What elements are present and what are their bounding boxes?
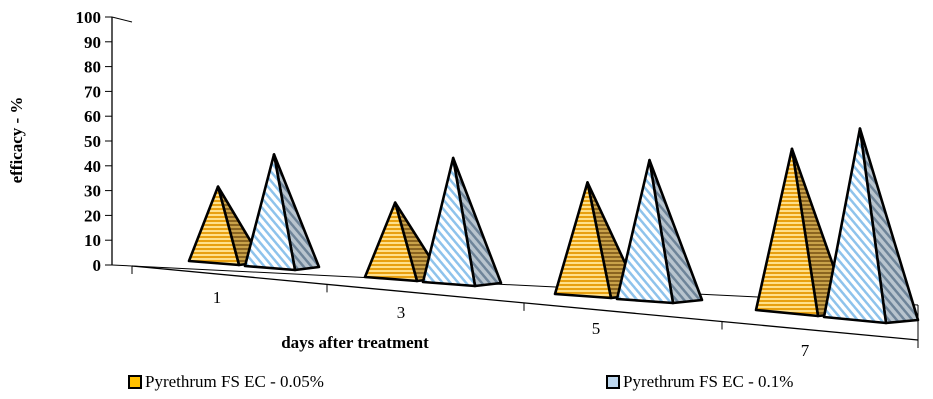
pyramid-front-face <box>187 185 241 267</box>
y-tick-label: 30 <box>84 182 101 201</box>
pyramid-front-face <box>421 156 477 288</box>
legend-item-series-1: Pyrethrum FS EC - 0.05% <box>128 372 324 392</box>
legend-swatch-orange <box>128 375 142 389</box>
pyramid-2-day-7 <box>822 127 920 325</box>
y-tick-label: 0 <box>93 256 102 275</box>
legend-item-series-2: Pyrethrum FS EC - 0.1% <box>606 372 793 392</box>
y-tick-label: 20 <box>84 206 101 225</box>
x-category-label: 1 <box>213 288 222 307</box>
y-axis-depth-line <box>111 16 133 23</box>
legend-swatch-blue <box>606 375 620 389</box>
x-ticks <box>131 266 919 348</box>
x-category-label: 5 <box>592 319 601 338</box>
y-tick-label: 50 <box>84 132 101 151</box>
y-axis <box>111 16 133 265</box>
y-tick-label: 100 <box>76 8 102 27</box>
legend-label-series-2: Pyrethrum FS EC - 0.1% <box>623 372 794 391</box>
pyramid-front-face <box>553 181 613 300</box>
pyramid-2-day-5 <box>615 158 704 305</box>
x-category-label: 7 <box>801 341 810 360</box>
pyramid-2-day-1 <box>243 153 321 272</box>
x-category-label: 3 <box>397 303 406 322</box>
pyramid-front-face <box>243 153 297 272</box>
pyramid-front-face <box>363 201 419 283</box>
y-axis-title: efficacy - % <box>7 97 26 184</box>
legend: Pyrethrum FS EC - 0.05% Pyrethrum FS EC … <box>0 372 933 396</box>
y-tick-label: 70 <box>84 82 101 101</box>
pyramid-front-face <box>822 127 888 325</box>
y-tick-label: 90 <box>84 33 101 52</box>
y-tick-label: 60 <box>84 107 101 126</box>
legend-label-series-1: Pyrethrum FS EC - 0.05% <box>145 372 324 391</box>
pyramids <box>187 127 920 325</box>
pyramid-front-face <box>615 158 675 305</box>
y-tick-label: 80 <box>84 58 101 77</box>
x-axis-line <box>131 265 919 341</box>
y-tick-label: 10 <box>84 231 101 250</box>
y-tick-label: 40 <box>84 157 101 176</box>
x-axis-title: days after treatment <box>281 333 429 352</box>
category-labels: 1 3 5 7 <box>213 288 810 360</box>
pyramid-front-face <box>754 147 820 318</box>
y-ticks: 0 10 20 30 40 50 60 70 80 90 100 <box>76 8 112 275</box>
pyramid-2-day-3 <box>421 156 503 288</box>
